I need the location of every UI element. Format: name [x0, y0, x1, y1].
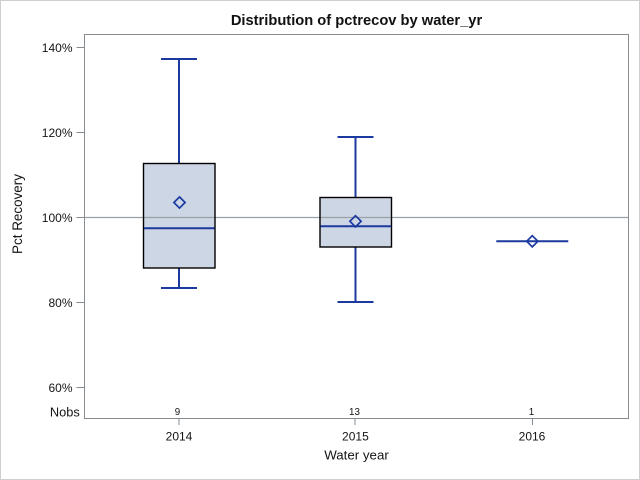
- svg-text:Pct Recovery: Pct Recovery: [10, 174, 25, 254]
- svg-text:80%: 80%: [48, 296, 72, 310]
- svg-text:13: 13: [349, 407, 360, 418]
- svg-text:2015: 2015: [342, 430, 369, 444]
- svg-text:2016: 2016: [519, 430, 546, 444]
- svg-text:60%: 60%: [48, 381, 72, 395]
- svg-text:120%: 120%: [42, 126, 73, 140]
- svg-text:9: 9: [175, 407, 180, 418]
- svg-text:Water year: Water year: [324, 448, 389, 463]
- svg-text:Nobs: Nobs: [50, 404, 80, 419]
- svg-text:140%: 140%: [42, 41, 73, 55]
- svg-text:Distribution of pctrecov by wa: Distribution of pctrecov by water_yr: [231, 13, 483, 29]
- svg-text:2014: 2014: [166, 430, 193, 444]
- svg-text:1: 1: [529, 407, 534, 418]
- svg-text:100%: 100%: [42, 211, 73, 225]
